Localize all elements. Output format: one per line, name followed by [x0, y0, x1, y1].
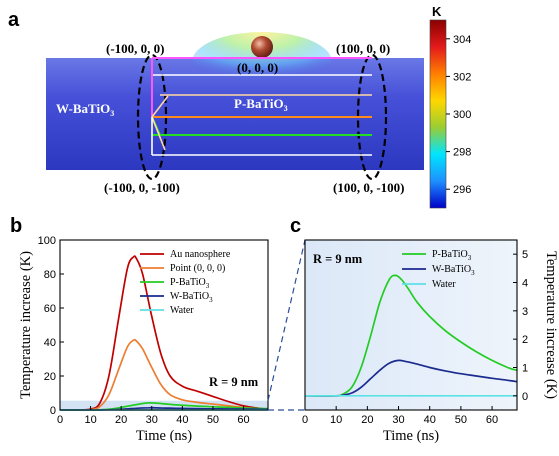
y-tick-label: 60 [44, 303, 56, 315]
y-axis-title: Temperature increase (K) [543, 251, 559, 399]
zoom-connectors [267, 239, 306, 411]
x-axis-title: Time (ns) [383, 428, 439, 444]
zoom-region [60, 400, 268, 410]
colorbar-tick-label: 300 [453, 109, 471, 121]
legend-label: Point (0, 0, 0) [170, 263, 225, 274]
x-tick-label: 30 [392, 414, 404, 426]
x-tick-label: 50 [207, 414, 219, 426]
y-tick-label: 4 [522, 278, 528, 290]
chart-b-note: R = 9 nm [209, 375, 259, 389]
legend-label: W-BaTiO3 [170, 291, 213, 304]
colorbar-tick-label: 302 [453, 71, 471, 83]
chart-c-note: R = 9 nm [313, 252, 363, 266]
heat-spot [192, 32, 332, 92]
legend-label: P-BaTiO3 [432, 249, 472, 262]
p-batio3-label: P-BaTiO3 [234, 96, 288, 113]
colorbar [429, 19, 447, 209]
plot-frame [59, 239, 269, 411]
series-line-p-batio3 [304, 274, 518, 397]
x-tick-label: 10 [330, 414, 342, 426]
w-batio3-label: W-BaTiO3 [56, 101, 114, 118]
x-tick-label: 40 [176, 414, 188, 426]
coord-top-left: (-100, 0, 0) [106, 41, 165, 56]
zoom-connector-top [267, 239, 306, 401]
panel-a-letter: a [8, 9, 20, 31]
colorbar-tick-label: 304 [453, 34, 471, 46]
colorbar-ticks: 304 302 300 298 296 [446, 34, 471, 196]
series-line-w-batio3 [304, 359, 518, 397]
plot-frame [304, 239, 518, 411]
series-line-au-nanosphere [59, 255, 269, 411]
panel-a: a (-100, 0, 0) (100, 0, 0) (0, 0, 0) (-1… [8, 4, 471, 209]
y-axis-title: Temperature increase (K) [18, 251, 34, 399]
x-tick-label: 20 [115, 414, 127, 426]
x-axis-title: Time (ns) [136, 428, 192, 444]
y-tick-label: 2 [522, 334, 528, 346]
legend-label: Water [432, 279, 456, 290]
panel-b-letter: b [10, 215, 22, 237]
x-tick-label: 60 [237, 414, 249, 426]
y-tick-label: 40 [44, 337, 56, 349]
panel-c: c 0 10 20 30 40 50 60 0 1 2 3 4 5 Time (ns) Temperatur… [290, 215, 559, 444]
y-tick-label: 0 [50, 405, 56, 417]
coord-top-right: (100, 0, 0) [336, 41, 390, 56]
legend-label: Au nanosphere [170, 249, 231, 260]
chart-c: 0 10 20 30 40 50 60 0 1 2 3 4 5 Time (ns) Temperature … [302, 239, 559, 444]
x-tick-label: 0 [57, 414, 63, 426]
x-tick-label: 50 [455, 414, 467, 426]
coord-center: (0, 0, 0) [237, 60, 278, 75]
colorbar-unit: K [432, 4, 442, 19]
x-tick-label: 0 [302, 414, 308, 426]
au-nanosphere-ball [251, 36, 273, 58]
legend-label: Water [170, 305, 194, 316]
y-tick-label: 5 [522, 249, 528, 261]
colorbar-tick-label: 298 [453, 147, 471, 159]
y-tick-label: 3 [522, 306, 528, 318]
x-tick-label: 20 [361, 414, 373, 426]
y-tick-label: 20 [44, 371, 56, 383]
legend-label: P-BaTiO3 [170, 277, 210, 290]
y-tick-label: 100 [38, 235, 56, 247]
x-tick-label: 40 [424, 414, 436, 426]
panel-c-letter: c [290, 215, 301, 237]
probe-lines [151, 57, 372, 156]
x-tick-label: 10 [84, 414, 96, 426]
right-end-ellipse [356, 53, 388, 181]
y-tick-label: 0 [522, 391, 528, 403]
coord-bottom-right: (100, 0, -100) [333, 180, 405, 195]
x-tick-label: 60 [486, 414, 498, 426]
panel-b: b 0 10 20 30 40 50 60 0 20 40 60 80 100 Time (ns) Temp… [10, 215, 269, 444]
series-line-point-0-0-0- [59, 338, 269, 411]
coord-bottom-left: (-100, 0, -100) [104, 180, 180, 195]
y-tick-label: 1 [522, 363, 528, 375]
chart-b: 0 10 20 30 40 50 60 0 20 40 60 80 100 Time (ns) Temper… [18, 235, 269, 444]
colorbar-tick-label: 296 [453, 184, 471, 196]
x-tick-label: 30 [146, 414, 158, 426]
y-tick-label: 80 [44, 269, 56, 281]
legend-label: W-BaTiO3 [432, 264, 475, 277]
